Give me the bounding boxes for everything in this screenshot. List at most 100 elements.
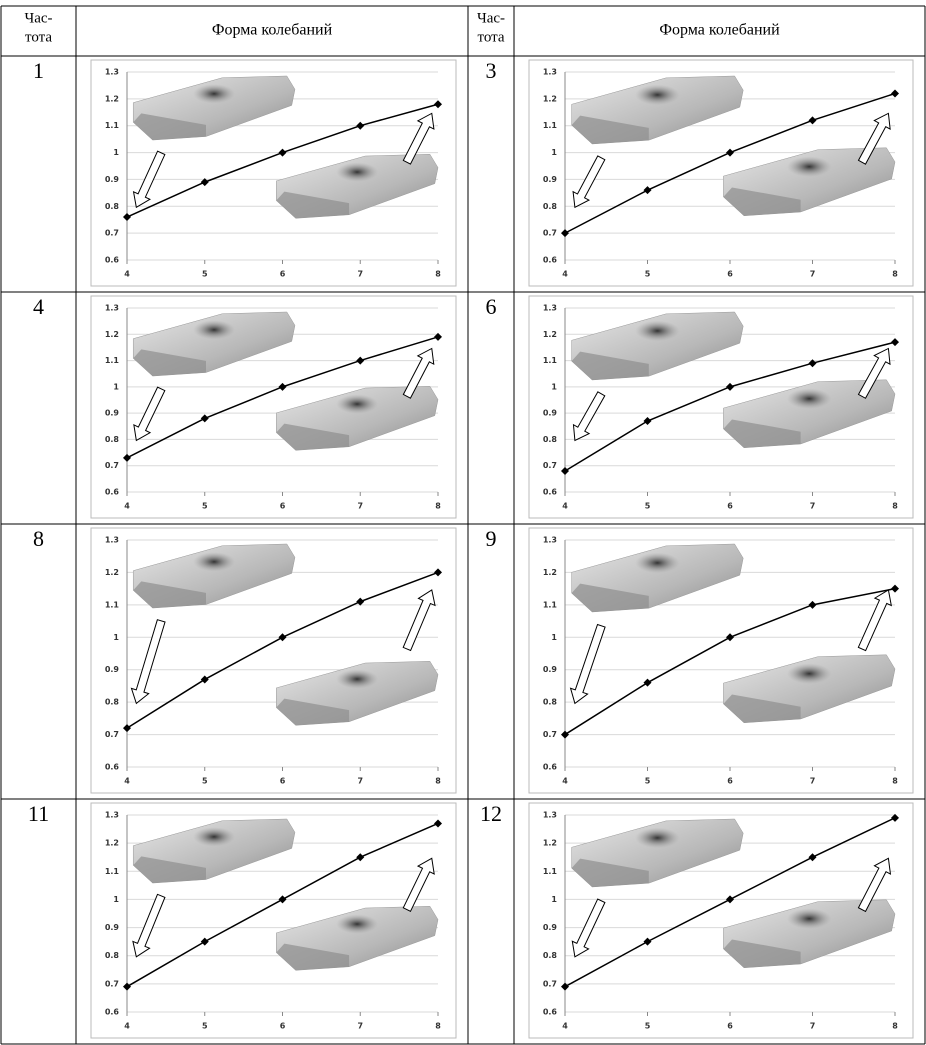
y-tick-label: 1.2 xyxy=(543,568,557,577)
vehicle-spot xyxy=(635,84,680,106)
y-tick-label: 1 xyxy=(113,382,119,391)
vehicle-spot xyxy=(786,908,832,929)
vehicle-spot xyxy=(786,388,832,409)
vehicle-spot xyxy=(336,394,379,414)
y-tick-label: 1.3 xyxy=(543,68,557,77)
arrow xyxy=(857,857,892,913)
x-tick-label: 7 xyxy=(810,502,816,511)
y-tick-label: 1.2 xyxy=(105,94,119,103)
chart: 0.6 0.7 0.8 0.9 1 1.1 1.2 1.3 4 5 6 7 8 xyxy=(90,59,457,287)
marker xyxy=(278,382,287,391)
marker xyxy=(726,895,734,904)
marker xyxy=(200,937,209,946)
header-label: Форма колебаний xyxy=(659,22,780,39)
x-tick-label: 5 xyxy=(645,502,651,511)
marker xyxy=(643,937,652,946)
y-tick-label: 0.6 xyxy=(543,488,558,497)
y-tick-label: 1.1 xyxy=(105,121,120,130)
y-tick-label: 1.3 xyxy=(543,536,557,545)
y-tick-label: 1 xyxy=(551,148,557,157)
arrow xyxy=(857,347,891,399)
arrow xyxy=(572,391,606,442)
vehicle-spot xyxy=(193,552,236,572)
x-tick-label: 6 xyxy=(280,502,286,511)
marker xyxy=(123,982,131,991)
marker xyxy=(356,597,365,606)
arrow xyxy=(857,112,891,165)
marker xyxy=(200,414,209,423)
marker xyxy=(808,359,817,368)
y-tick-label: 1 xyxy=(113,633,119,642)
arrow xyxy=(133,386,166,442)
y-tick-label: 1.1 xyxy=(543,356,558,365)
y-tick-label: 0.8 xyxy=(105,951,120,960)
x-tick-label: 7 xyxy=(357,270,363,279)
frequency: 4 xyxy=(33,294,44,319)
marker xyxy=(891,89,899,98)
y-tick-label: 0.6 xyxy=(543,256,558,265)
y-tick-label: 1.3 xyxy=(105,811,119,820)
y-tick-label: 0.9 xyxy=(543,923,558,932)
x-tick-label: 4 xyxy=(562,502,568,511)
vehicle-spot xyxy=(193,84,236,104)
marker xyxy=(891,813,899,822)
marker xyxy=(726,148,734,157)
vehicle-side xyxy=(276,423,350,451)
vehicle-spot xyxy=(786,663,832,684)
y-tick-label: 1.1 xyxy=(543,867,558,876)
x-tick-label: 6 xyxy=(280,1022,286,1031)
chart: 0.6 0.7 0.8 0.9 1 1.1 1.2 1.3 4 5 6 7 8 xyxy=(528,59,914,287)
x-tick-label: 4 xyxy=(562,1022,568,1031)
vehicle-spot xyxy=(336,914,379,934)
vehicle-side xyxy=(571,351,649,380)
x-tick-label: 7 xyxy=(810,270,816,279)
y-tick-label: 0.7 xyxy=(543,979,557,988)
vehicle-side xyxy=(133,113,206,141)
vehicle-spot xyxy=(635,552,680,574)
chart: 0.6 0.7 0.8 0.9 1 1.1 1.2 1.3 4 5 6 7 8 xyxy=(90,527,457,794)
y-tick-label: 0.6 xyxy=(105,488,120,497)
y-tick-label: 1.2 xyxy=(105,330,119,339)
x-tick-label: 5 xyxy=(645,270,651,279)
y-tick-label: 0.6 xyxy=(105,763,120,772)
x-tick-label: 5 xyxy=(645,777,651,786)
x-tick-label: 6 xyxy=(727,270,733,279)
x-tick-label: 5 xyxy=(202,270,208,279)
frequency: 1 xyxy=(33,58,44,83)
y-tick-label: 0.9 xyxy=(105,923,120,932)
vehicle-spot xyxy=(193,827,236,847)
y-tick-label: 1.1 xyxy=(105,356,120,365)
y-tick-label: 1 xyxy=(113,895,119,904)
marker xyxy=(200,675,209,684)
y-tick-label: 0.9 xyxy=(105,665,120,674)
arrow xyxy=(132,893,166,958)
x-tick-label: 5 xyxy=(202,1022,208,1031)
marker xyxy=(434,100,442,109)
chart: 0.6 0.7 0.8 0.9 1 1.1 1.2 1.3 4 5 6 7 8 xyxy=(90,295,457,519)
x-tick-label: 8 xyxy=(435,502,441,511)
vehicle-side xyxy=(723,419,801,448)
chart: 0.6 0.7 0.8 0.9 1 1.1 1.2 1.3 4 5 6 7 8 xyxy=(528,802,914,1039)
arrow xyxy=(571,898,606,958)
y-tick-label: 0.9 xyxy=(105,409,120,418)
marker xyxy=(808,853,817,862)
marker xyxy=(123,213,131,222)
y-tick-label: 1.2 xyxy=(543,330,557,339)
marker xyxy=(891,584,899,593)
arrow xyxy=(130,619,166,705)
y-tick-label: 1 xyxy=(551,382,557,391)
header-label: тота xyxy=(477,29,504,45)
vehicle-spot xyxy=(336,162,379,182)
header-label: Час- xyxy=(24,10,52,26)
y-tick-label: 1.2 xyxy=(105,839,119,848)
y-tick-label: 1 xyxy=(113,148,119,157)
arrow xyxy=(402,589,436,652)
y-tick-label: 0.9 xyxy=(543,409,558,418)
y-tick-label: 0.7 xyxy=(543,229,557,238)
y-tick-label: 1.3 xyxy=(105,68,119,77)
x-tick-label: 8 xyxy=(892,777,898,786)
marker xyxy=(356,853,365,862)
chart: 0.6 0.7 0.8 0.9 1 1.1 1.2 1.3 4 5 6 7 8 xyxy=(528,295,914,519)
y-tick-label: 1 xyxy=(551,633,557,642)
x-tick-label: 4 xyxy=(124,1022,130,1031)
